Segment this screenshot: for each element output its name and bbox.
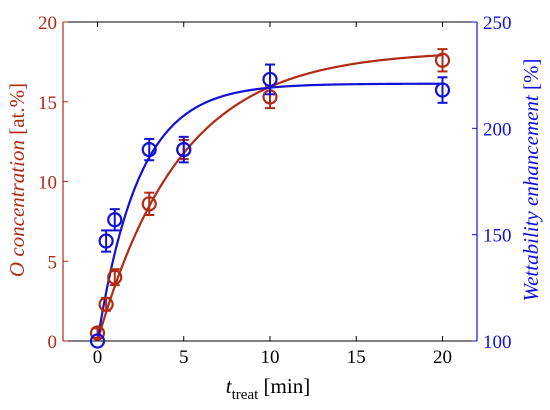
right-y-axis-label-main: Wettability enhancement: [519, 94, 543, 301]
marker: [141, 196, 157, 212]
left-y-tick-label: 10: [38, 173, 57, 194]
left-y-tick-label: 15: [38, 93, 57, 114]
x-tick-label: 5: [179, 347, 189, 368]
x-axis-ticks: 0 5 10 15 20: [93, 22, 452, 368]
x-tick-label: 10: [261, 347, 280, 368]
data-point-right: [262, 63, 278, 96]
marker: [141, 142, 157, 158]
left-y-axis-label-unit: [at.%]: [5, 83, 29, 140]
x-tick-label: 0: [93, 347, 103, 368]
data-point-left: [107, 268, 123, 287]
data-point-right: [176, 135, 192, 164]
data-point-left: [434, 48, 451, 73]
left-y-axis-label-main: O concentration: [5, 140, 29, 277]
right-y-tick-label: 200: [483, 119, 512, 140]
left-y-axis-label: O concentration [at.%]: [5, 83, 29, 277]
right-y-axis-label-unit: [%]: [519, 59, 543, 96]
marker: [434, 52, 451, 68]
marker: [98, 296, 114, 312]
x-tick-label: 15: [347, 347, 366, 368]
right-y-tick-label: 150: [483, 226, 512, 247]
data-points: [89, 48, 451, 349]
data-point-right: [107, 208, 123, 232]
x-axis-label: ttreat [min]: [226, 374, 310, 403]
right-y-axis-ticks: 100 150 200 250: [472, 13, 512, 353]
data-point-left: [141, 191, 157, 216]
x-axis-label-sub: treat: [232, 387, 259, 403]
right-y-tick-label: 100: [483, 332, 512, 353]
right-y-axis-label: Wettability enhancement [%]: [519, 59, 543, 302]
marker: [89, 325, 106, 341]
marker: [176, 142, 192, 158]
data-point-right: [89, 333, 106, 349]
data-point-left: [89, 325, 106, 341]
marker: [98, 233, 114, 249]
left-y-axis-ticks: 0 5 10 15 20: [38, 13, 68, 353]
data-point-left: [98, 296, 114, 312]
marker: [434, 82, 451, 98]
x-axis-label-main: t: [226, 374, 233, 398]
data-point-right: [98, 229, 114, 253]
x-axis-label-unit: [min]: [258, 374, 310, 398]
data-point-right: [434, 76, 451, 104]
left-y-tick-label: 20: [38, 13, 57, 34]
left-y-tick-label: 0: [48, 332, 58, 353]
right-y-tick-label: 250: [483, 13, 512, 34]
data-point-right: [141, 137, 157, 162]
left-y-tick-label: 5: [48, 252, 58, 273]
x-tick-label: 20: [433, 347, 452, 368]
marker: [107, 269, 123, 285]
marker: [107, 212, 123, 228]
marker: [262, 71, 278, 88]
marker: [89, 333, 106, 349]
